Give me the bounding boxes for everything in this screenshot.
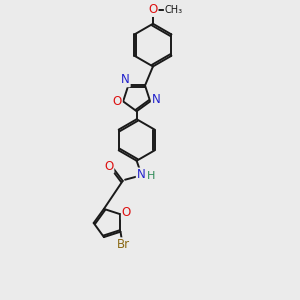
Text: N: N — [152, 93, 161, 106]
Text: O: O — [148, 3, 158, 16]
Text: Br: Br — [117, 238, 130, 251]
Text: O: O — [112, 95, 122, 108]
Text: O: O — [122, 206, 131, 219]
Text: N: N — [137, 169, 146, 182]
Text: N: N — [121, 73, 130, 86]
Text: H: H — [146, 171, 155, 181]
Text: O: O — [104, 160, 113, 172]
Text: CH₃: CH₃ — [165, 4, 183, 14]
